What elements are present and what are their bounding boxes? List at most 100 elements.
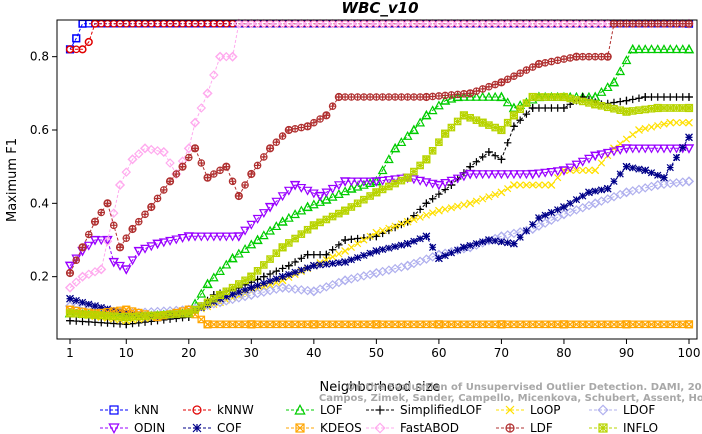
series-inflo: [65, 92, 694, 322]
data-point-ldf: [660, 19, 668, 28]
data-point-ldf: [172, 170, 181, 178]
data-point-knn: [72, 34, 81, 43]
data-point-ldf: [222, 162, 231, 171]
data-point-loop: [622, 135, 631, 143]
data-point-ldf: [466, 89, 474, 98]
data-point-cof: [247, 284, 255, 292]
x-axis: 1 10 20 30 40 50 60 70 80 90 100: [66, 339, 700, 360]
data-point-simplifiedlof: [391, 223, 399, 232]
data-point-lof: [496, 91, 507, 101]
data-point-fastabod: [352, 18, 363, 29]
x-axis-label: Neighborhood size: [320, 380, 441, 395]
data-point-fastabod: [440, 18, 450, 29]
data-point-fastabod: [252, 18, 263, 29]
data-point-odin: [421, 178, 432, 188]
data-point-cof: [316, 261, 324, 269]
data-point-cof: [260, 279, 268, 287]
data-point-odin: [171, 235, 182, 245]
data-point-fastabod: [190, 117, 200, 128]
data-point-kdeos: [685, 320, 693, 329]
data-point-cof: [278, 273, 287, 281]
data-point-cof: [672, 153, 681, 162]
legend-label: KDEOS: [320, 421, 362, 434]
data-point-ldf: [603, 52, 612, 61]
data-point-ldf: [453, 90, 462, 99]
data-point-cof: [635, 165, 643, 173]
data-point-inflo: [128, 312, 137, 321]
data-point-odin: [427, 179, 438, 189]
data-point-loop: [660, 120, 668, 128]
data-point-fastabod: [409, 18, 419, 29]
data-point-cof: [341, 258, 349, 266]
data-point-fastabod: [402, 18, 413, 29]
data-point-inflo: [628, 107, 637, 115]
data-point-cof: [541, 211, 549, 219]
data-point-inflo: [310, 221, 318, 230]
data-point-inflo: [91, 311, 99, 319]
data-point-fastabod: [121, 167, 132, 177]
data-point-ldf: [178, 162, 187, 171]
data-point-ldf: [291, 124, 299, 133]
data-point-odin: [246, 220, 257, 230]
data-point-inflo: [585, 99, 593, 107]
data-point-inflo: [491, 123, 499, 132]
data-point-ldof: [290, 284, 300, 294]
data-point-inflo: [460, 111, 468, 120]
data-point-ldf: [91, 217, 99, 226]
data-point-ldf: [578, 52, 587, 61]
data-point-inflo: [159, 311, 168, 319]
legend-item-inflo: INFLO: [589, 421, 658, 434]
data-point-lof: [433, 100, 444, 110]
data-point-fastabod: [259, 18, 269, 29]
data-point-cof: [391, 242, 399, 251]
data-point-ldf: [503, 75, 512, 84]
data-point-cof: [454, 246, 462, 254]
data-point-cof: [360, 251, 368, 260]
data-point-loop: [554, 174, 562, 182]
data-point-ldf: [84, 230, 93, 239]
data-point-loop: [447, 204, 456, 212]
data-point-inflo: [291, 234, 299, 243]
data-point-odin: [133, 247, 144, 257]
data-point-cof: [647, 169, 656, 177]
data-point-fastabod: [240, 18, 250, 29]
data-point-fastabod: [321, 18, 332, 29]
data-point-simplifiedlof: [622, 96, 631, 105]
data-point-lof: [471, 91, 482, 101]
data-point-kdeos: [216, 320, 224, 329]
data-point-simplifiedlof: [516, 116, 524, 124]
data-point-lof: [321, 194, 332, 204]
data-point-inflo: [97, 311, 106, 320]
data-point-simplifiedlof: [466, 162, 474, 171]
data-point-fastabod: [559, 18, 569, 29]
data-point-lof: [352, 181, 363, 191]
data-point-cof: [479, 238, 487, 246]
data-point-inflo: [197, 302, 206, 310]
data-point-cof: [547, 208, 556, 217]
data-point-lof: [227, 253, 238, 263]
data-point-cof: [335, 259, 343, 267]
data-point-simplifiedlof: [616, 97, 624, 106]
data-point-inflo: [672, 104, 681, 112]
data-point-inflo: [516, 105, 524, 114]
data-point-loop: [541, 181, 549, 189]
legend-label: LDOF: [623, 403, 655, 417]
data-point-cof: [253, 281, 262, 290]
data-point-inflo: [341, 206, 349, 215]
data-point-cof: [566, 199, 574, 207]
data-point-fastabod: [115, 180, 125, 190]
data-point-inflo: [566, 94, 575, 103]
data-point-inflo: [485, 121, 493, 129]
legend-label: COF: [217, 421, 242, 434]
data-point-cof: [529, 220, 537, 229]
data-point-inflo: [153, 311, 162, 319]
data-point-cof: [328, 259, 337, 268]
data-point-fastabod: [421, 18, 432, 29]
data-point-ldf: [166, 177, 174, 186]
data-point-lof: [390, 143, 401, 153]
data-point-odin: [602, 148, 613, 158]
data-point-lof: [308, 199, 319, 209]
data-point-loop: [635, 126, 643, 134]
data-point-ldf: [485, 82, 493, 91]
data-point-ldf: [72, 256, 81, 264]
